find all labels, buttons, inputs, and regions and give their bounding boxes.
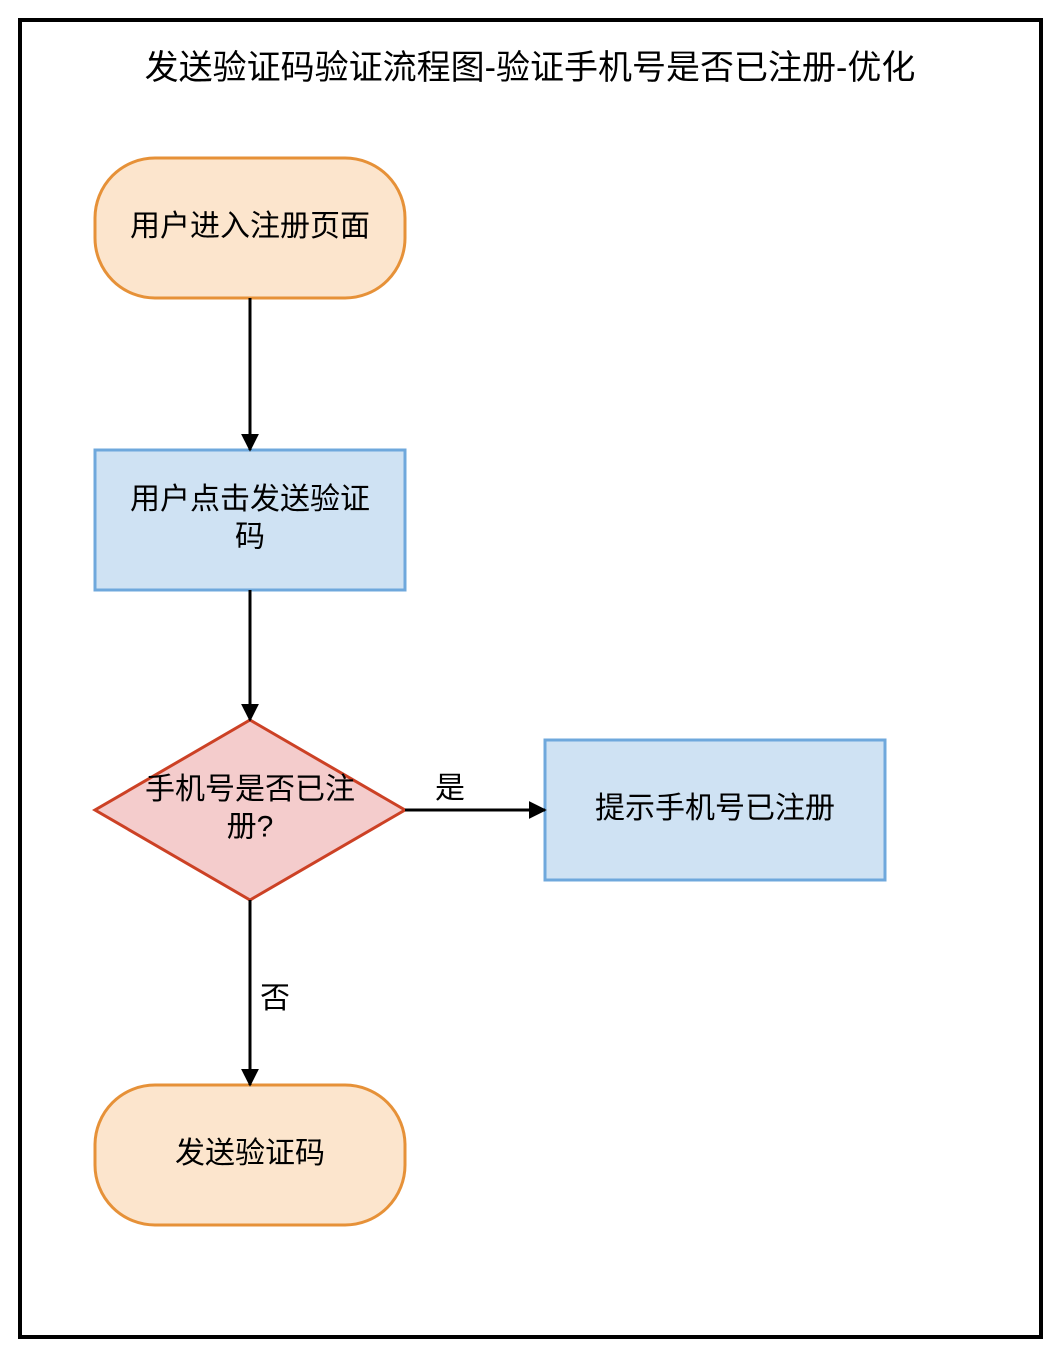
node-registered-label: 提示手机号已注册 <box>595 792 835 825</box>
node-decision: 手机号是否已注册? <box>95 720 405 900</box>
edge-label-decision-send: 否 <box>260 982 290 1015</box>
node-send: 发送验证码 <box>95 1085 405 1225</box>
node-click-label: 用户点击发送验证 <box>130 483 370 516</box>
node-click: 用户点击发送验证码 <box>95 450 405 590</box>
node-click-label: 码 <box>235 521 265 554</box>
diagram-title: 发送验证码验证流程图-验证手机号是否已注册-优化 <box>145 49 916 87</box>
node-decision-label: 册? <box>227 811 274 844</box>
node-decision-label: 手机号是否已注 <box>145 773 355 806</box>
node-registered: 提示手机号已注册 <box>545 740 885 880</box>
node-start-label: 用户进入注册页面 <box>130 210 370 243</box>
edge-label-decision-registered: 是 <box>435 772 465 805</box>
node-start: 用户进入注册页面 <box>95 158 405 298</box>
node-send-label: 发送验证码 <box>175 1137 325 1170</box>
flowchart-canvas: 发送验证码验证流程图-验证手机号是否已注册-优化用户进入注册页面用户点击发送验证… <box>0 0 1061 1357</box>
